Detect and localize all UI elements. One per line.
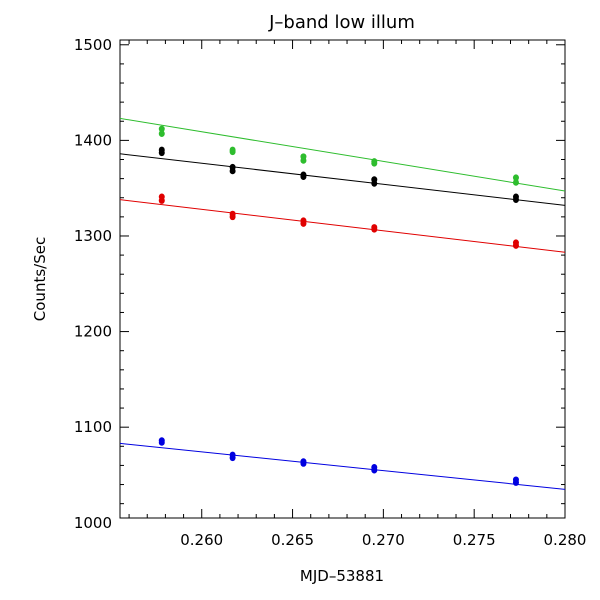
fit-line-series-4 — [120, 442, 565, 490]
data-point-series-4 — [300, 460, 307, 467]
data-point-series-3 — [229, 213, 236, 221]
x-tick-label: 0.270 — [362, 531, 405, 549]
data-point-series-4 — [158, 439, 165, 446]
data-point-series-2 — [229, 167, 236, 175]
data-point-series-2 — [371, 180, 378, 187]
data-point-series-2 — [158, 149, 165, 157]
data-point-series-3 — [300, 220, 307, 227]
data-point-series-3 — [512, 242, 519, 249]
data-point-series-1 — [229, 148, 236, 156]
y-tick-label: 1400 — [74, 131, 112, 149]
data-point-series-1 — [158, 125, 165, 133]
data-point-series-3 — [371, 225, 378, 233]
data-point-series-4 — [512, 479, 519, 486]
x-tick-label: 0.265 — [271, 531, 314, 549]
data-point-series-1 — [371, 160, 378, 167]
x-tick-label: 0.280 — [544, 531, 587, 549]
y-tick-label: 1500 — [74, 36, 112, 54]
y-tick-label: 1300 — [74, 227, 112, 245]
data-point-series-2 — [512, 196, 519, 203]
data-point-series-4 — [371, 466, 378, 474]
y-tick-label: 1100 — [74, 418, 112, 436]
plot-frame — [119, 39, 566, 519]
data-point-series-1 — [300, 157, 307, 164]
data-point-series-2 — [300, 173, 307, 181]
x-tick-label: 0.260 — [180, 531, 223, 549]
y-tick-label: 1000 — [74, 514, 112, 532]
data-point-series-1 — [512, 179, 519, 186]
y-tick-label: 1200 — [74, 323, 112, 341]
data-point-series-4 — [229, 454, 236, 462]
x-tick-label: 0.275 — [453, 531, 496, 549]
y-axis-title: Counts/Sec — [31, 237, 49, 321]
x-axis-title: MJD–53881 — [300, 567, 384, 585]
fit-line-series-1 — [120, 117, 565, 192]
plot-area: 0.260 0.265 0.270 0.275 0.280 1000 1100 1200 130… — [74, 36, 587, 549]
fit-line-series-2 — [120, 153, 565, 206]
fit-line-series-3 — [120, 199, 565, 253]
data-point-series-1 — [512, 174, 519, 181]
chart-title: J–band low illum — [268, 12, 415, 33]
data-point-series-3 — [158, 197, 165, 204]
data-point-series-1 — [158, 130, 165, 137]
